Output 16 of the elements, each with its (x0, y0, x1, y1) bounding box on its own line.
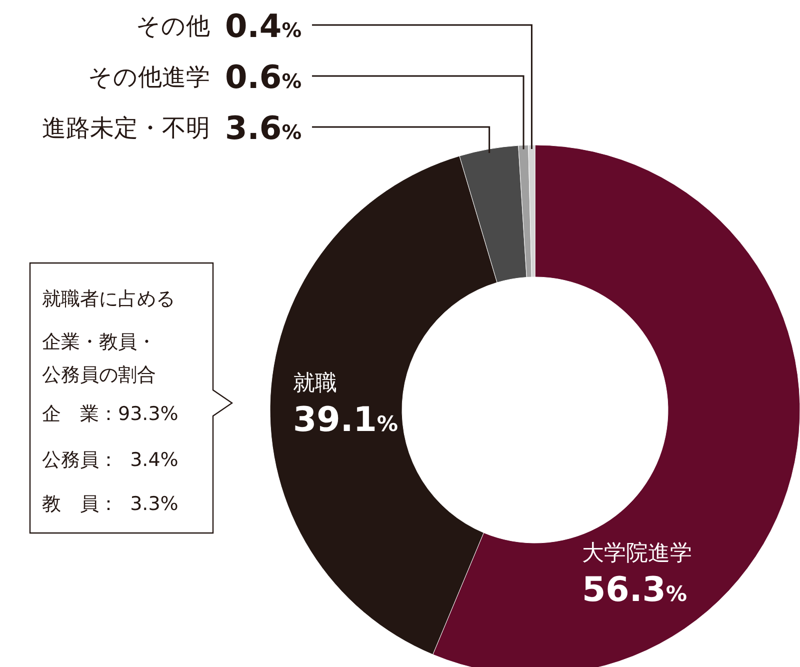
slice-label: 就職 (293, 371, 337, 396)
slice-label: その他 (136, 12, 210, 40)
data-label: 0.6% (225, 58, 302, 96)
text: 教 員： 3.3% (42, 493, 178, 515)
text: 企 業：93.3% (42, 403, 178, 425)
text: 就職者に占める (42, 288, 175, 310)
text: 公務員： 3.4% (42, 449, 178, 471)
slice-label: 大学院進学 (582, 541, 692, 566)
data-label: 56.3% (582, 570, 688, 610)
data-label: 3.6% (225, 109, 302, 147)
data-label: 0.4% (225, 7, 302, 45)
slice-label: その他進学 (88, 63, 210, 91)
data-label: 39.1% (293, 400, 398, 440)
text: 公務員の割合 (42, 364, 156, 386)
slice-label: 進路未定・不明 (42, 114, 210, 142)
text: 企業・教員・ (42, 331, 156, 353)
